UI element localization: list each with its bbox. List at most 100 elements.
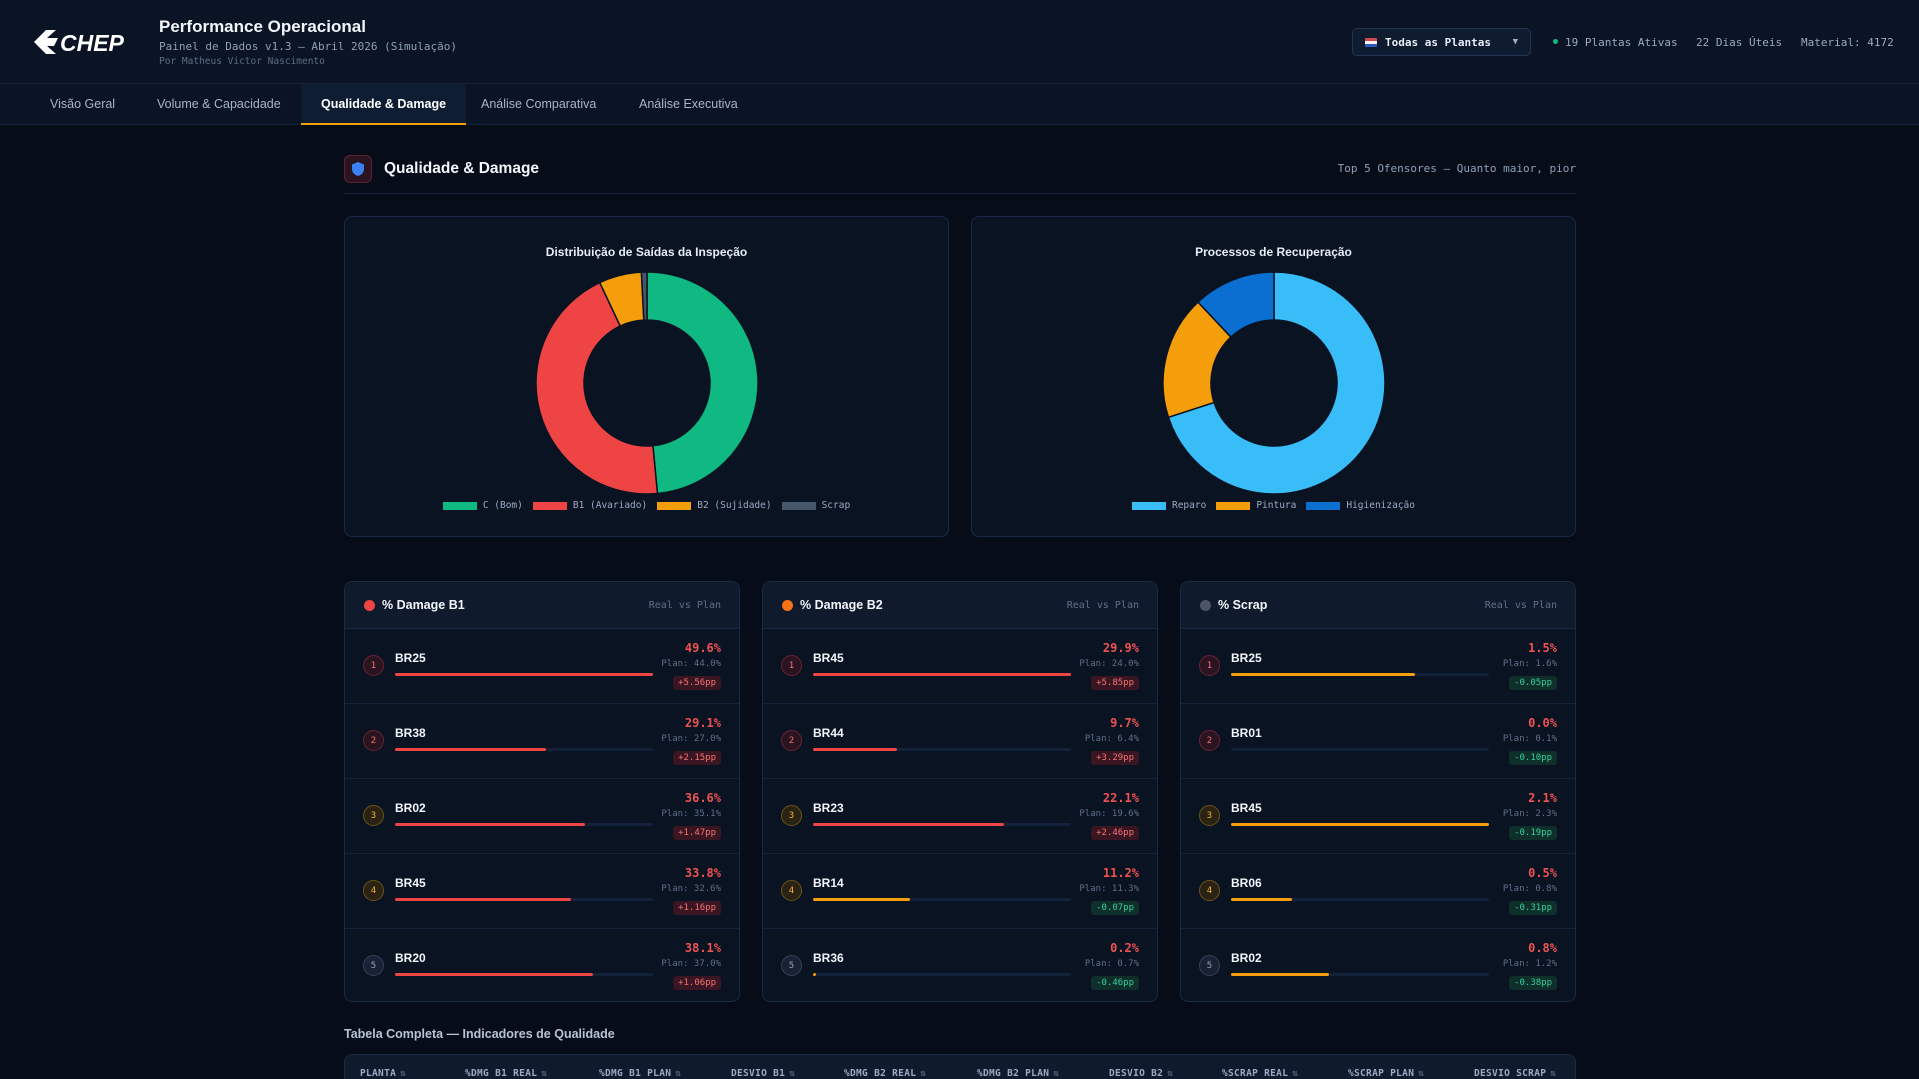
table-column-header[interactable]: DESVIO SCRAP ⇅: [1474, 1068, 1556, 1079]
plant-name: BR06: [1231, 876, 1262, 890]
tab-visao-geral[interactable]: Visão Geral: [50, 97, 116, 111]
progress-fill: [813, 823, 1004, 826]
table-column-header[interactable]: %DMG B2 REAL ⇅: [844, 1068, 926, 1079]
real-value: 22.1%: [1102, 791, 1139, 805]
progress-track: [395, 823, 653, 826]
donut-slice-reparo[interactable]: [1167, 271, 1386, 495]
ranking-row[interactable]: 1 BR25 1.5% Plan: 1.6% -0.05pp: [1181, 629, 1575, 704]
deviation-badge: +5.56pp: [673, 676, 721, 690]
sort-icon: ⇅: [400, 1068, 407, 1079]
legend-item[interactable]: Reparo: [1131, 500, 1207, 511]
sort-icon: ⇅: [1292, 1068, 1299, 1079]
plan-value: Plan: 35.1%: [661, 809, 721, 819]
real-value: 0.2%: [1110, 941, 1139, 955]
ranking-row[interactable]: 2 BR38 29.1% Plan: 27.0% +2.15pp: [345, 704, 739, 779]
rank-badge: 3: [781, 805, 802, 826]
rank-badge: 4: [781, 880, 802, 901]
plan-value: Plan: 0.1%: [1502, 734, 1557, 744]
legend-item[interactable]: B2 (Sujidade): [657, 500, 772, 511]
rank-badge: 3: [1199, 805, 1220, 826]
column-label: DESVIO B2: [1109, 1068, 1164, 1079]
legend-swatch: [532, 501, 567, 510]
legend-item[interactable]: Higienização: [1306, 500, 1415, 511]
table-column-header[interactable]: %SCRAP REAL ⇅: [1222, 1068, 1298, 1079]
progress-fill: [395, 673, 653, 676]
plant-name: BR01: [1231, 726, 1262, 740]
plan-value: Plan: 6.4%: [1084, 734, 1139, 744]
rank-badge: 3: [363, 805, 384, 826]
rank-badge: 1: [781, 655, 802, 676]
ranking-header: % Scrap Real vs Plan: [1181, 582, 1575, 629]
ranking-row[interactable]: 2 BR44 9.7% Plan: 6.4% +3.29pp: [763, 704, 1157, 779]
donut-slice-higieniza-o[interactable]: [1196, 271, 1275, 339]
table-column-header[interactable]: DESVIO B1 ⇅: [731, 1068, 795, 1079]
legend-item[interactable]: Scrap: [781, 500, 851, 511]
progress-track: [813, 973, 1071, 976]
donut-chart: [535, 271, 759, 495]
table-column-header[interactable]: %DMG B1 PLAN ⇅: [599, 1068, 681, 1079]
app-author: Por Matheus Victor Nascimento: [159, 56, 325, 67]
legend-item[interactable]: B1 (Avariado): [532, 500, 647, 511]
real-value: 1.5%: [1528, 641, 1557, 655]
donut-slice-c-bom[interactable]: [646, 271, 759, 495]
ranking-row[interactable]: 4 BR14 11.2% Plan: 11.3% -0.07pp: [763, 854, 1157, 929]
ranking-row[interactable]: 3 BR23 22.1% Plan: 19.6% +2.46pp: [763, 779, 1157, 854]
real-value: 9.7%: [1110, 716, 1139, 730]
ranking-row[interactable]: 4 BR06 0.5% Plan: 0.8% -0.31pp: [1181, 854, 1575, 929]
donut-slice-scrap[interactable]: [640, 271, 648, 321]
ranking-row[interactable]: 1 BR25 49.6% Plan: 44.0% +5.56pp: [345, 629, 739, 704]
tab-analise-executiva[interactable]: Análise Executiva: [639, 97, 738, 111]
real-value: 38.1%: [684, 941, 721, 955]
table-column-header[interactable]: %DMG B1 REAL ⇅: [465, 1068, 547, 1079]
rank-badge: 4: [363, 880, 384, 901]
legend-label: Scrap: [821, 500, 851, 511]
ranking-row[interactable]: 3 BR02 36.6% Plan: 35.1% +1.47pp: [345, 779, 739, 854]
table-column-header[interactable]: %DMG B2 PLAN ⇅: [977, 1068, 1059, 1079]
ranking-row[interactable]: 3 BR45 2.1% Plan: 2.3% -0.19pp: [1181, 779, 1575, 854]
chep-logo[interactable]: CHEP: [30, 26, 146, 58]
donut-slice-b1-avariado[interactable]: [535, 281, 659, 495]
table-column-header[interactable]: PLANTA ⇅: [360, 1068, 406, 1079]
deviation-badge: +1.16pp: [673, 901, 721, 915]
legend-item[interactable]: C (Bom): [442, 500, 523, 511]
progress-fill: [395, 973, 594, 976]
plan-value: Plan: 0.8%: [1502, 884, 1557, 894]
column-label: %SCRAP PLAN: [1348, 1068, 1415, 1079]
ranking-row[interactable]: 5 BR02 0.8% Plan: 1.2% -0.38pp: [1181, 929, 1575, 1001]
progress-track: [395, 973, 653, 976]
donut-chart: [1162, 271, 1386, 495]
progress-fill: [813, 748, 897, 751]
sort-icon: ⇅: [920, 1068, 927, 1079]
progress-fill: [395, 898, 571, 901]
ranking-dot-icon: [364, 600, 375, 611]
plant-name: BR36: [813, 951, 844, 965]
ranking-title: % Damage B1: [382, 598, 465, 612]
ranking-row[interactable]: 5 BR36 0.2% Plan: 0.7% -0.46pp: [763, 929, 1157, 1001]
plant-name: BR44: [813, 726, 844, 740]
ranking-row[interactable]: 1 BR45 29.9% Plan: 24.0% +5.85pp: [763, 629, 1157, 704]
legend-item[interactable]: Pintura: [1216, 500, 1296, 511]
legend-swatch: [1131, 501, 1166, 510]
stat-working-days: 22 Dias Úteis: [1696, 36, 1783, 49]
ranking-row[interactable]: 4 BR45 33.8% Plan: 32.6% +1.16pp: [345, 854, 739, 929]
table-column-header[interactable]: %SCRAP PLAN ⇅: [1348, 1068, 1424, 1079]
shield-icon: [344, 155, 372, 183]
legend-label: Reparo: [1171, 500, 1207, 511]
sort-icon: ⇅: [1550, 1068, 1557, 1079]
real-value: 0.5%: [1528, 866, 1557, 880]
tab-analise-comparativa[interactable]: Análise Comparativa: [481, 97, 597, 111]
plan-value: Plan: 27.0%: [661, 734, 721, 744]
progress-track: [813, 823, 1071, 826]
plant-name: BR23: [813, 801, 844, 815]
progress-track: [813, 748, 1071, 751]
ranking-row[interactable]: 5 BR20 38.1% Plan: 37.0% +1.06pp: [345, 929, 739, 1001]
app-header: CHEP Performance Operacional Painel de D…: [0, 0, 1919, 84]
ranking-damage-b1: % Damage B1 Real vs Plan 1 BR25 49.6% Pl…: [344, 581, 740, 1002]
plan-value: Plan: 24.0%: [1079, 659, 1139, 669]
tab-volume-capacidade[interactable]: Volume & Capacidade: [157, 97, 281, 111]
tab-qualidade-damage[interactable]: Qualidade & Damage: [301, 84, 467, 125]
plant-select[interactable]: Todas as Plantas ▼: [1352, 28, 1531, 56]
ranking-row[interactable]: 2 BR01 0.0% Plan: 0.1% -0.10pp: [1181, 704, 1575, 779]
table-column-header[interactable]: DESVIO B2 ⇅: [1109, 1068, 1173, 1079]
chart-legend: C (Bom) B1 (Avariado) B2 (Sujidade) Scrap: [345, 500, 948, 511]
